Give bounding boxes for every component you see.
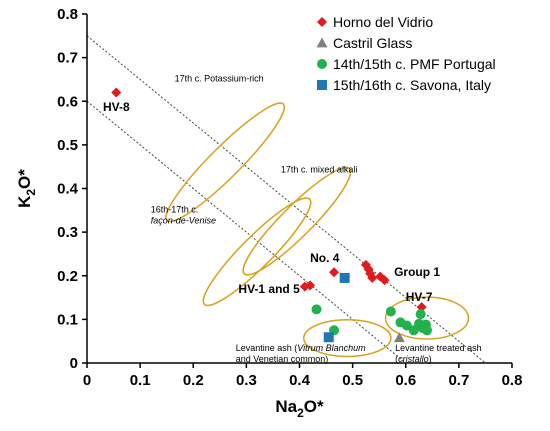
data-point-triangle [393, 332, 405, 343]
annotation-italic: Vitrum Blanchum [297, 343, 366, 353]
annotation-8: HV-8 [103, 100, 130, 114]
x-axis-title-tail: O* [304, 397, 324, 416]
region-ellipses-layer [165, 102, 470, 358]
y-axis-title-tail: O* [15, 169, 34, 189]
annotation-line: No. 4 [310, 251, 340, 265]
annotation-line: and Venetian common) [236, 354, 329, 364]
x-tick-label: 0.3 [236, 372, 257, 389]
region-ellipse-4 [303, 319, 392, 358]
y-axis-title-sub: 2 [24, 189, 38, 196]
annotation-2: 17th c. mixed alkali [281, 164, 358, 174]
region-ellipse-5 [384, 296, 470, 340]
region-ellipse-2 [242, 166, 352, 276]
data-point-diamond [305, 280, 316, 291]
data-points-layer [111, 87, 432, 343]
data-point-circle [415, 309, 426, 320]
y-tick-label: 0.2 [57, 268, 78, 285]
y-tick-label: 0.5 [57, 137, 78, 154]
annotation-text: ) [429, 354, 432, 364]
x-tick-label: 0.6 [395, 372, 416, 389]
annotation-line: Levantine treated ash [395, 343, 482, 353]
annotation-line: Levantine ash (Vitrum Blanchum [236, 343, 366, 353]
annotation-line: (cristallo) [395, 354, 432, 364]
x-axis-title-main: Na [275, 397, 297, 416]
legend-entry-label: 15th/16th c. Savona, Italy [333, 77, 491, 93]
x-tick-label: 0.1 [130, 372, 151, 389]
annotation-line: 17th c. mixed alkali [281, 164, 358, 174]
annotation-4: No. 4 [310, 251, 340, 265]
data-point-diamond [111, 87, 122, 98]
x-axis-title: Na2O* [275, 397, 324, 420]
annotation-text: ( [395, 354, 398, 364]
y-tick-label: 0.4 [57, 181, 79, 198]
reference-line-2 [87, 100, 407, 363]
annotation-text: Levantine ash ( [236, 343, 298, 353]
annotation-line: Group 1 [394, 265, 440, 279]
legend-entry-label: 14th/15th c. PMF Portugal [333, 56, 496, 72]
annotation-italic: cristallo [398, 354, 429, 364]
data-point-diamond [367, 272, 378, 283]
annotation-5: Group 1 [394, 265, 440, 279]
legend-marker-diamond [317, 17, 327, 27]
data-point-circle [385, 306, 396, 317]
y-tick-label: 0 [70, 355, 78, 372]
annotation-line: façon-de-Venise [151, 215, 216, 225]
data-point-square [339, 272, 350, 283]
region-ellipse-3 [202, 197, 312, 307]
x-axis-title-sub: 2 [297, 406, 304, 420]
legend-marker-circle [317, 59, 327, 69]
axes-layer: 0 0.1 0.2 0.3 0.4 0.5 0.6 0.7 0.8 0 0.1 0.2 0.3 0.4 0.… [15, 6, 522, 420]
annotations-layer: 17th c. Potassium-rich 17th c. mixed alka… [103, 74, 482, 364]
annotation-1: 17th c. Potassium-rich [175, 74, 264, 84]
legend-marker-triangle [316, 37, 328, 48]
annotation-line: 16th-17th c. [151, 204, 199, 214]
y-axis-title: K2O* [15, 169, 38, 208]
annotation-line: HV-1 and 5 [238, 282, 300, 296]
data-point-diamond [379, 275, 390, 286]
annotation-line: HV-7 [406, 290, 433, 304]
y-axis-title-main: K [15, 195, 34, 208]
legend-entry-label: Castril Glass [333, 35, 412, 51]
legend: Horno del Vidrio Castril Glass 14th/15th c… [316, 14, 496, 93]
annotation-line: HV-8 [103, 100, 130, 114]
annotation-3: 16th-17th c. façon-de-Venise [151, 204, 216, 225]
x-tick-label: 0.8 [502, 372, 523, 389]
annotation-7: HV-7 [406, 290, 433, 304]
x-tick-label: 0.5 [342, 372, 363, 389]
legend-entry-label: Horno del Vidrio [333, 14, 433, 30]
y-tick-label: 0.6 [57, 93, 78, 110]
y-tick-label: 0.3 [57, 224, 78, 241]
y-tick-label: 0.1 [57, 311, 78, 328]
data-point-circle [422, 325, 432, 336]
data-point-diamond [329, 267, 340, 278]
x-tick-label: 0.4 [289, 372, 311, 389]
data-point-square [323, 332, 334, 343]
legend-marker-square [317, 80, 327, 90]
annotation-9: Levantine ash (Vitrum Blanchum and Veneti… [236, 343, 366, 364]
x-tick-label: 0.7 [448, 372, 469, 389]
annotation-line: 17th c. Potassium-rich [175, 74, 264, 84]
y-tick-label: 0.8 [57, 6, 78, 23]
annotation-10: Levantine treated ash (cristallo) [395, 343, 482, 364]
annotation-6: HV-1 and 5 [238, 282, 300, 296]
data-point-circle [311, 304, 322, 315]
region-ellipse-1 [165, 102, 286, 223]
x-tick-label: 0.2 [183, 372, 204, 389]
x-tick-label: 0 [83, 372, 91, 389]
y-tick-label: 0.7 [57, 50, 78, 67]
